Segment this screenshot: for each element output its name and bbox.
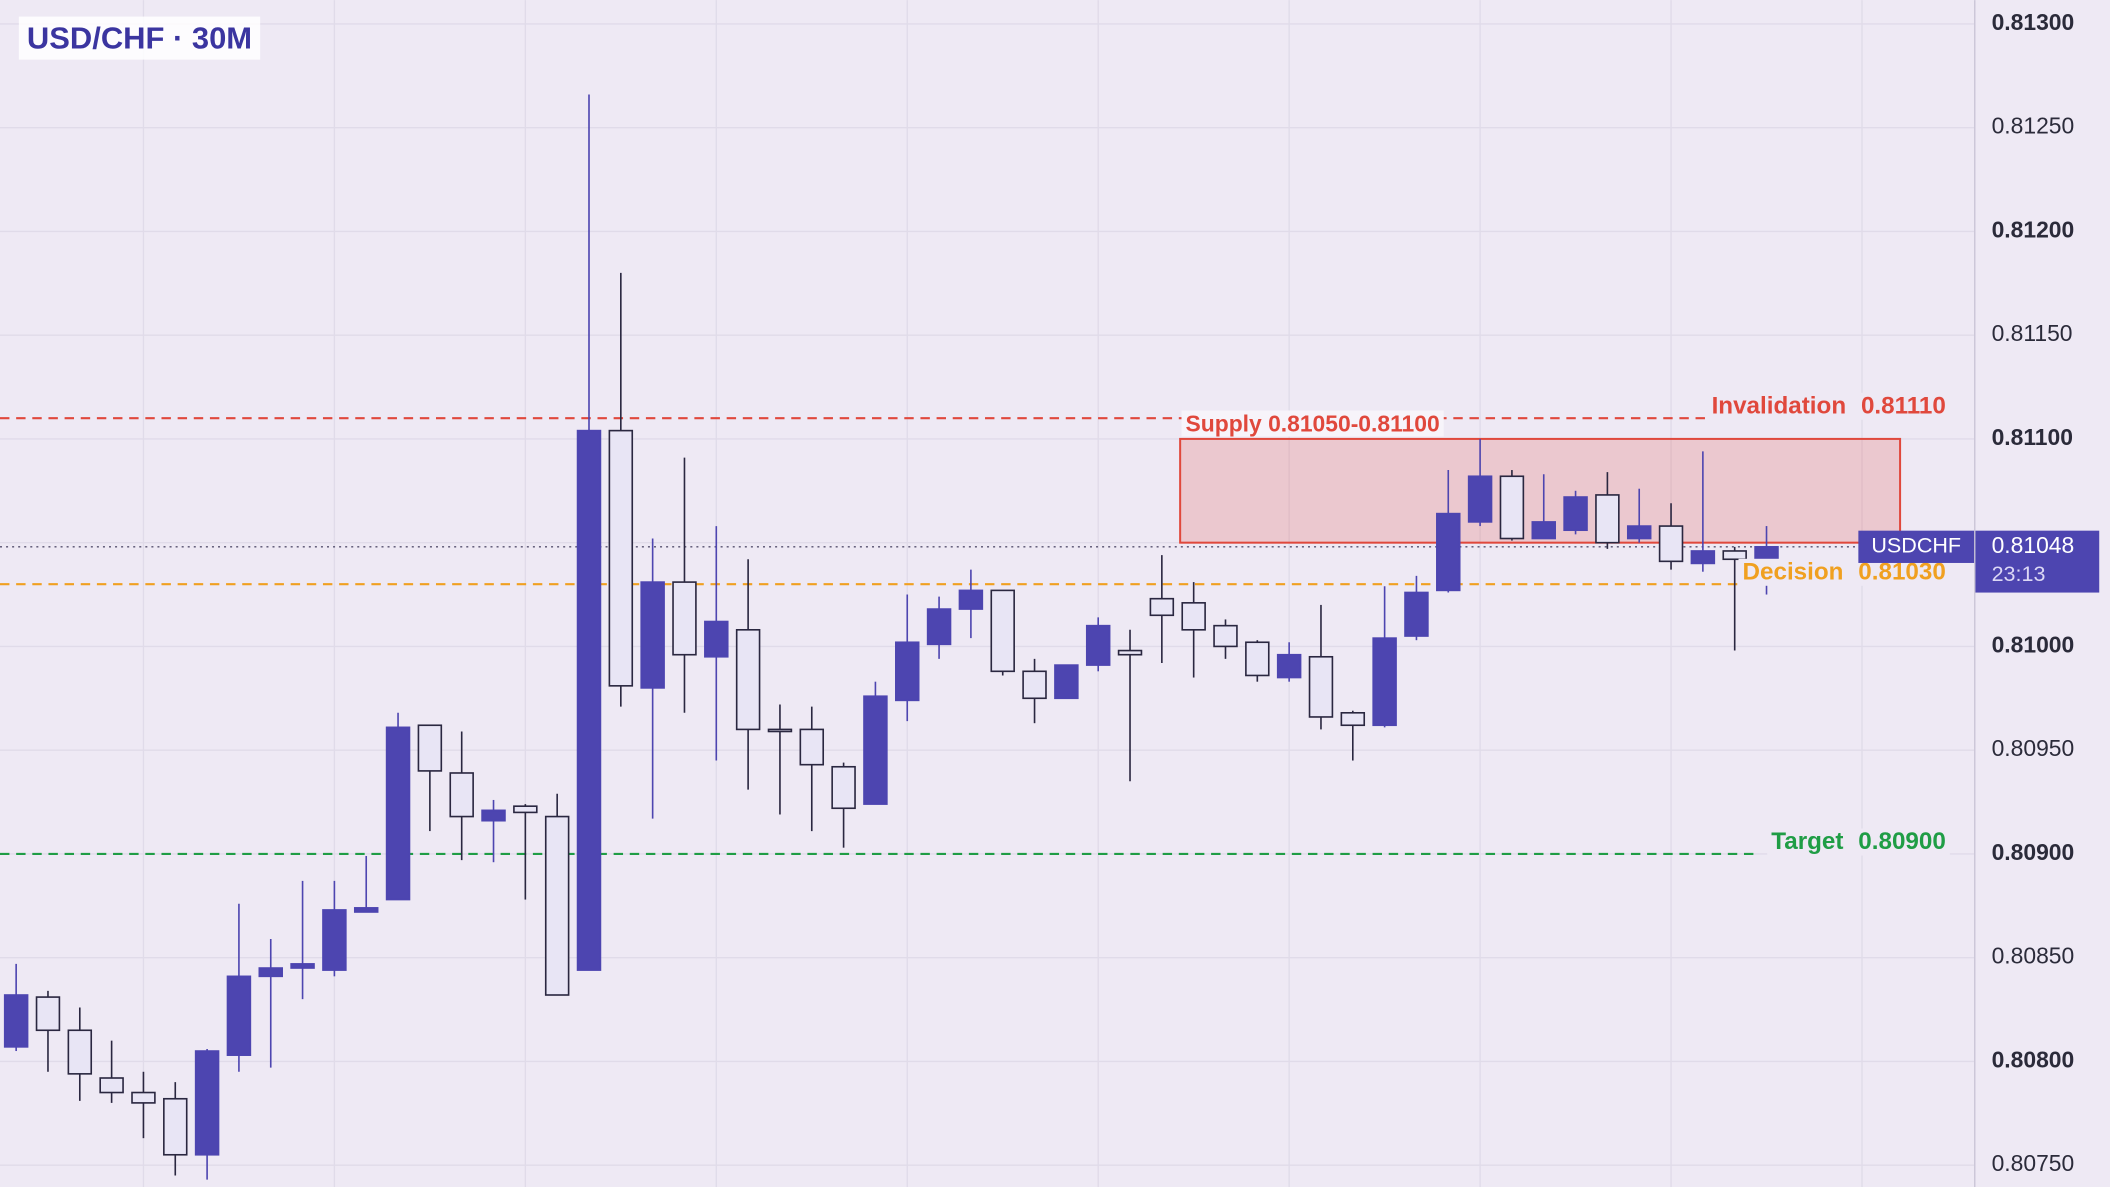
candle-body (1181, 602, 1206, 631)
candle-body (958, 589, 984, 610)
candle-body (1340, 712, 1366, 727)
candle-body (3, 994, 29, 1048)
candle-body (831, 765, 856, 810)
candle-body (1563, 496, 1588, 532)
y-tick-label: 0.81100 (1992, 424, 2073, 450)
candle-body (449, 772, 474, 818)
y-axis: 0.80750 0.80800 0.80850 0.80900 0.80950 0.810… (1992, 9, 2075, 1176)
candle-body (990, 589, 1015, 673)
candle-body (1276, 653, 1302, 679)
candle-body (1499, 475, 1525, 540)
y-tick-label: 0.81250 (1992, 113, 2075, 139)
candle-body (1117, 649, 1143, 656)
y-tick-label: 0.80800 (1992, 1046, 2075, 1072)
candle-body (1467, 475, 1493, 523)
plot (0, 94, 1952, 1180)
chart-title: USD/CHF · 30M (27, 21, 252, 56)
zone-label-bg (1181, 410, 1444, 437)
zone-label: Supply 0.81050-0.81100 (1186, 411, 1440, 437)
y-tick-label: 0.80850 (1992, 943, 2075, 969)
y-tick-label: 0.81200 (1992, 216, 2075, 242)
y-tick-label: 0.81000 (1992, 631, 2075, 657)
candle-body (353, 907, 379, 913)
candle-body (258, 967, 283, 978)
y-tick-label: 0.81150 (1992, 320, 2073, 346)
candle-body (99, 1077, 124, 1094)
candle-body (1308, 655, 1334, 718)
candle-body (1372, 637, 1397, 727)
level-name: Target (1771, 829, 1843, 856)
candle-body (385, 726, 411, 901)
candle-body (67, 1029, 93, 1075)
candle-body (1054, 664, 1079, 700)
candle-body (544, 815, 570, 996)
y-tick-label: 0.80750 (1992, 1150, 2075, 1176)
candle-body (704, 620, 729, 658)
candle-body (1626, 525, 1652, 540)
candle-body (1690, 550, 1716, 565)
candle-body (481, 809, 506, 822)
candle-body (513, 805, 538, 814)
level-label-bg (1738, 558, 1950, 586)
candle-body (35, 996, 61, 1032)
candle-body (576, 429, 602, 971)
level-name: Decision (1743, 559, 1844, 586)
y-tick-label: 0.81300 (1992, 9, 2075, 35)
candle-body (290, 963, 315, 969)
level-value: 0.81030 (1858, 559, 1946, 586)
candle-body (1595, 494, 1620, 544)
symbol-tag (1858, 530, 1975, 563)
countdown-label: 23:13 (1992, 562, 2046, 586)
level-label: Invalidation 0.81110 (1712, 393, 1946, 420)
level-label-bg (1707, 392, 1950, 420)
candle-body (926, 608, 952, 646)
candle-body (799, 728, 825, 766)
candle-body (1722, 550, 1747, 561)
candle-body (1085, 624, 1111, 666)
candle-body (131, 1091, 156, 1104)
overlay: Invalidation 0.81110 Decision 0.81030 Target… (18, 16, 2100, 856)
candle-body (417, 724, 443, 772)
level-label: Target 0.80900 (1771, 829, 1946, 856)
level-name: Invalidation (1712, 393, 1847, 420)
level-label-bg (1767, 828, 1950, 856)
candle-body (163, 1097, 188, 1156)
price-tag (1975, 530, 2100, 593)
title-bg (18, 16, 261, 60)
symbol-label: USDCHF (1871, 534, 1961, 558)
y-tick-label: 0.80900 (1992, 839, 2075, 865)
candle-body (1149, 597, 1175, 617)
candle-body (226, 975, 252, 1056)
candle-body (1404, 591, 1429, 637)
level-label: Decision 0.81030 (1743, 559, 1946, 586)
candle-body (608, 429, 634, 687)
candle-body (1531, 521, 1556, 540)
candle-body (1245, 641, 1270, 677)
level-value: 0.80900 (1858, 829, 1946, 856)
candle-body (1436, 512, 1461, 592)
candle-body (863, 695, 888, 805)
candle-body (322, 909, 347, 971)
candle-body (767, 728, 793, 733)
y-tick-label: 0.80950 (1992, 735, 2075, 761)
candle-body (1022, 670, 1047, 700)
candle-body (1213, 624, 1238, 648)
price-label: 0.81048 (1992, 532, 2075, 558)
level-value: 0.81110 (1861, 393, 1946, 420)
candle-body (1658, 525, 1684, 563)
candle-body (672, 581, 697, 656)
candle-body (640, 581, 665, 689)
candle-body (735, 629, 761, 731)
candle-body (194, 1050, 220, 1156)
candle-body (895, 641, 920, 702)
